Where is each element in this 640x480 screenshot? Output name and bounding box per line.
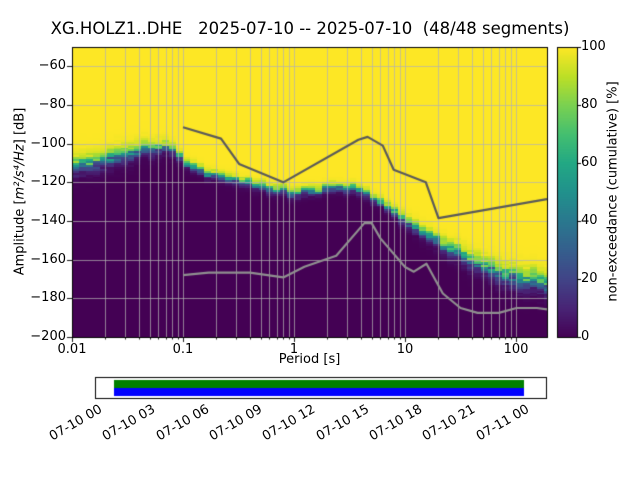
y-tick-label: −140 — [30, 213, 66, 228]
y-tick-label: −60 — [38, 58, 66, 73]
colorbar-label: non-exceedance (cumulative) [%] — [605, 81, 621, 302]
y-tick-label: −120 — [30, 174, 66, 189]
x-axis-label: Period [s] — [278, 352, 341, 367]
plot-title: XG.HOLZ1..DHE 2025-07-10 -- 2025-07-10 (… — [50, 19, 570, 38]
y-tick-label: −180 — [30, 290, 66, 305]
x-tick-label: 1 — [289, 342, 299, 357]
colorbar-tick-label: 40 — [581, 213, 598, 228]
y-tick-label: −160 — [30, 252, 66, 267]
colorbar-tick-label: 100 — [581, 39, 606, 54]
y-axis-label-units: m²/s⁴/Hz — [12, 144, 28, 200]
x-tick-label: 10 — [396, 342, 414, 357]
y-tick-label: −80 — [38, 97, 66, 112]
y-tick-label: −200 — [30, 329, 66, 344]
colorbar-tick-label: 0 — [581, 329, 590, 344]
colorbar-tick-label: 20 — [581, 271, 598, 286]
x-tick-label: 100 — [503, 342, 529, 357]
colorbar-tick-label: 60 — [581, 155, 598, 170]
x-tick-label: 0.1 — [172, 342, 194, 357]
y-tick-label: −100 — [30, 136, 66, 151]
x-tick-label: 0.01 — [57, 342, 87, 357]
colorbar-tick-label: 80 — [581, 97, 598, 112]
